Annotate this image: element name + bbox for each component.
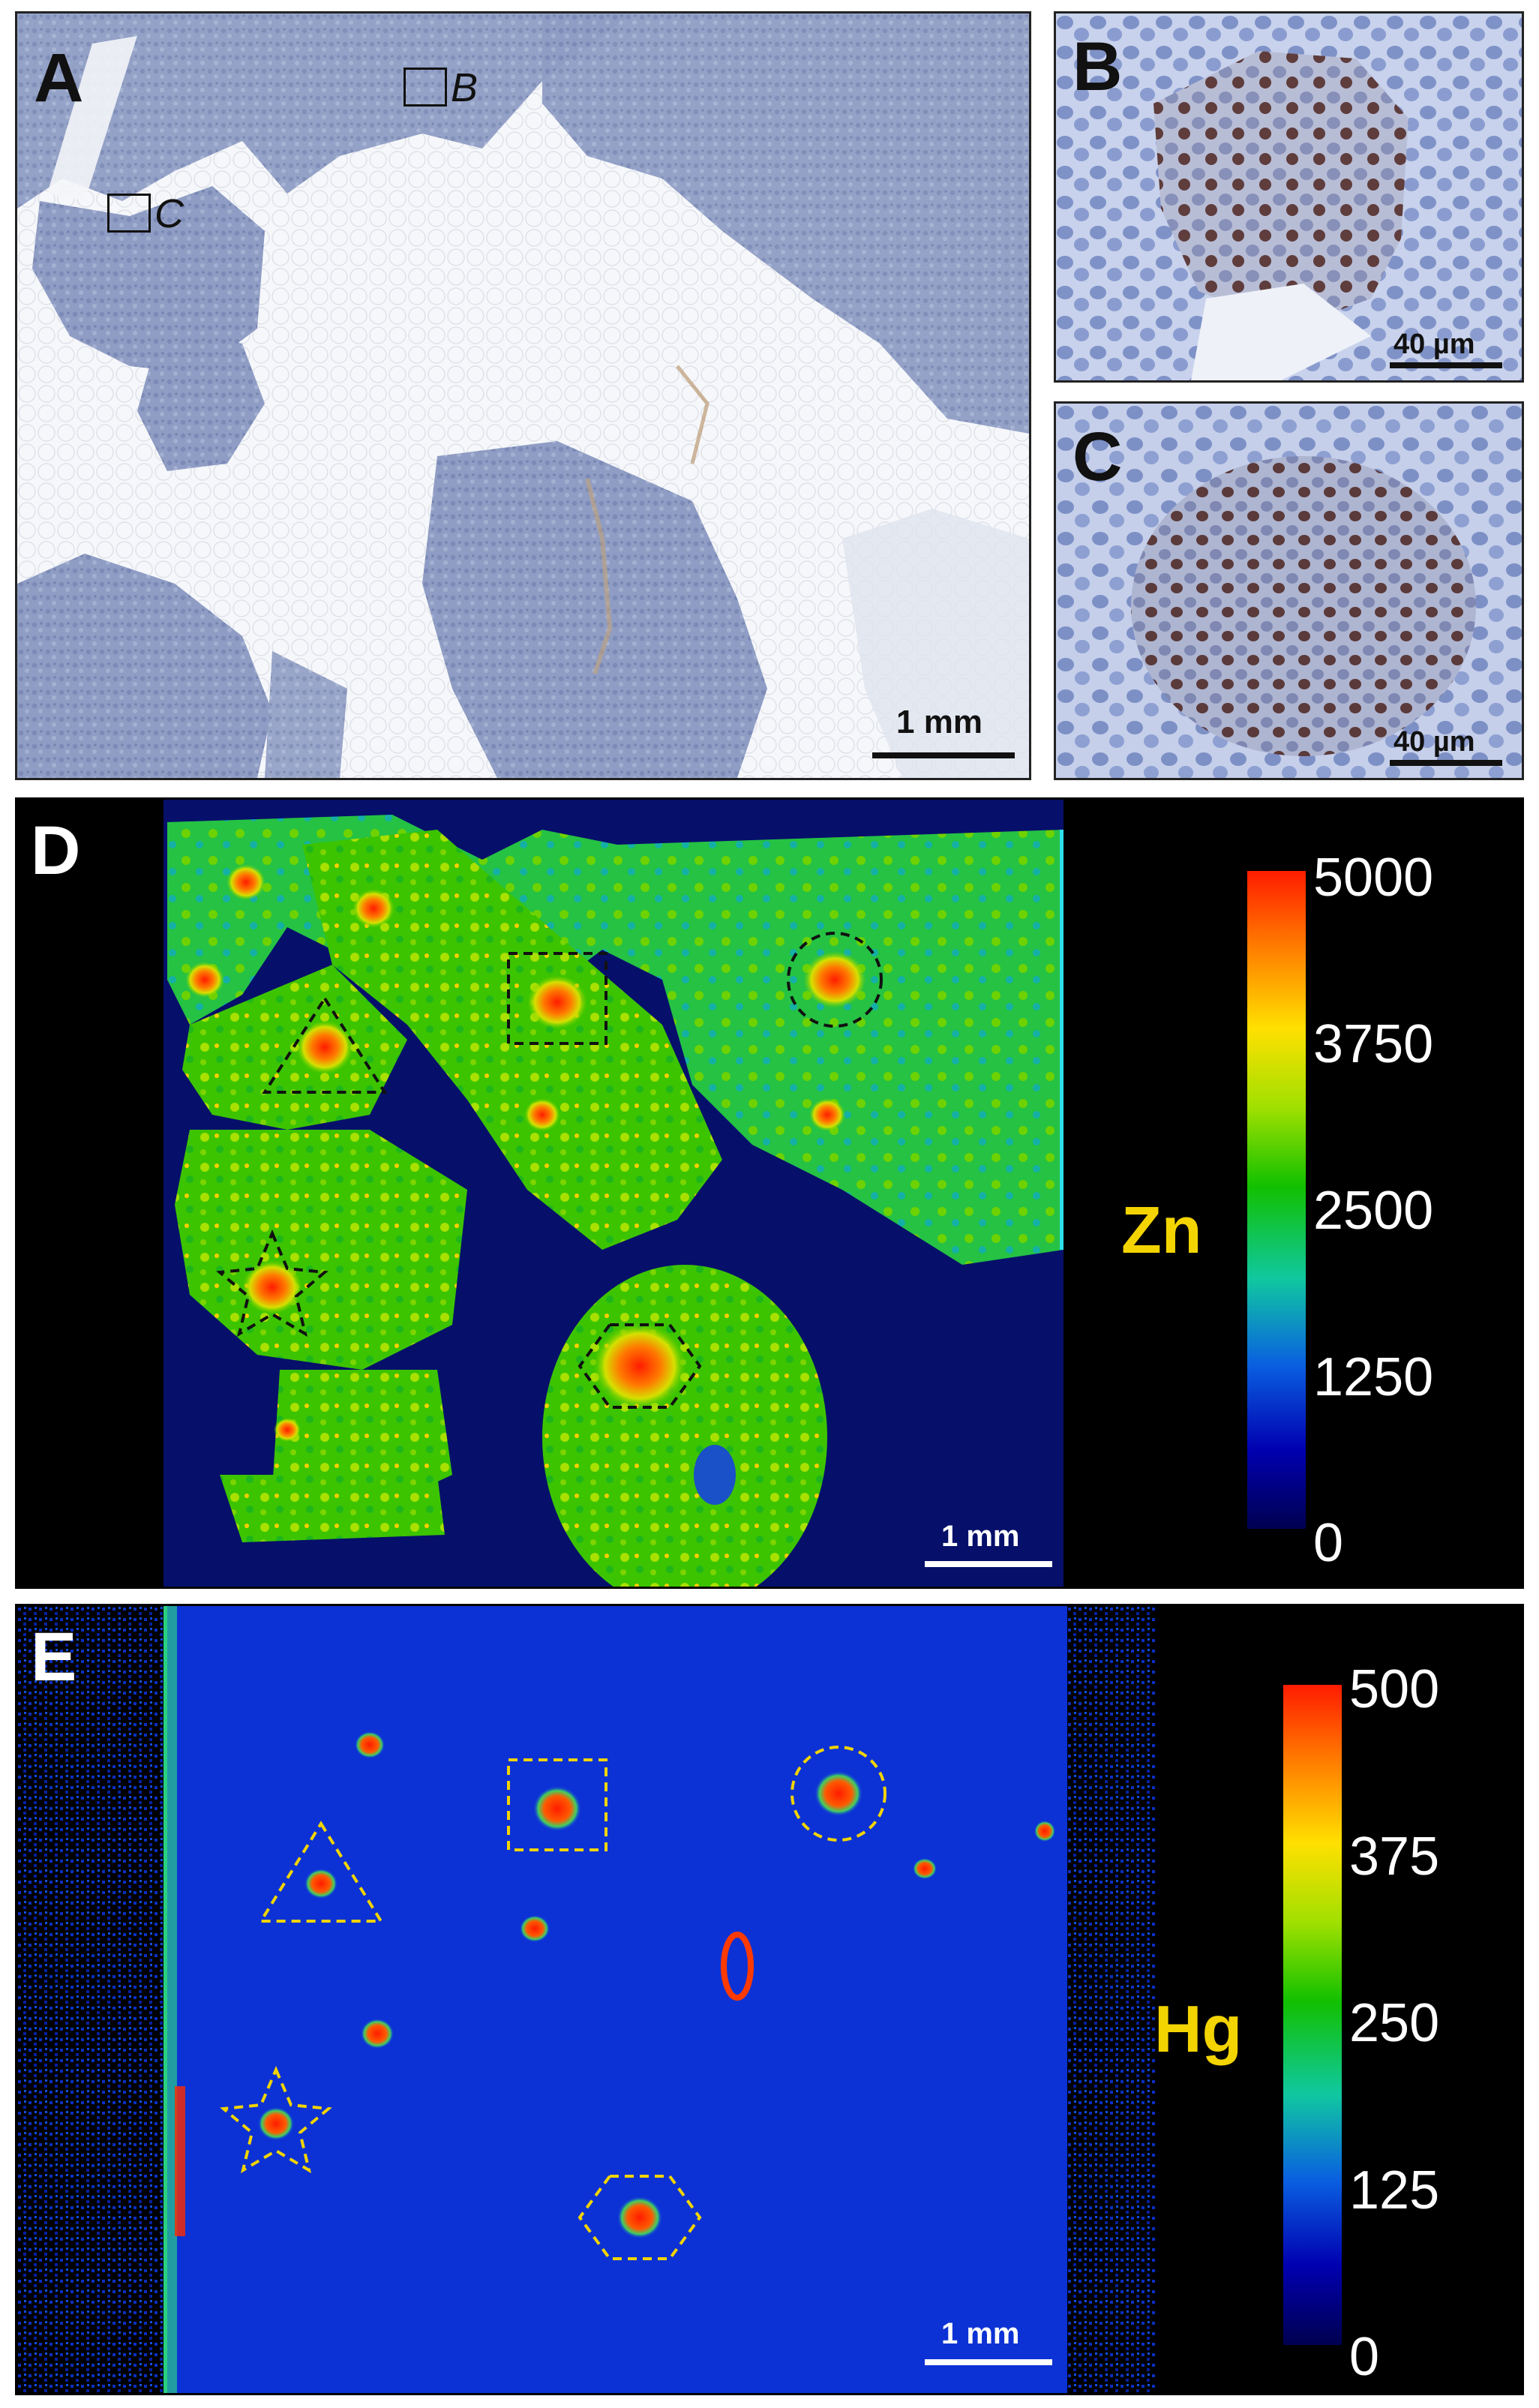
scale-bar-e: [925, 2359, 1052, 2365]
colorbar-d: [1247, 871, 1306, 1529]
islet-b-image: [1056, 14, 1522, 380]
element-label-hg: Hg: [1154, 1992, 1243, 2066]
pancreas-section-image: [17, 14, 1029, 778]
panel-b-islet-closeup: B 40 µm: [1054, 11, 1524, 383]
panel-letter-a: A: [34, 40, 84, 116]
panel-letter-c: C: [1072, 419, 1123, 495]
roi-markers-d: [216, 932, 883, 1409]
panel-a-histology-overview: A B C 1 mm: [15, 11, 1031, 780]
colorbar-d-tick-4: 0: [1313, 1513, 1344, 1573]
panel-e-hg-map: E 1 mm Hg 500 375 250 125 0: [15, 1604, 1524, 2395]
roi-label-c: C: [154, 191, 184, 236]
panel-letter-e: E: [31, 1619, 77, 1695]
colorbar-e-tick-3: 125: [1349, 2160, 1440, 2220]
scale-label-a: 1 mm: [896, 704, 982, 740]
colorbar-d-tick-3: 1250: [1313, 1347, 1434, 1407]
roi-box-c: [107, 194, 151, 233]
scale-label-d: 1 mm: [941, 1520, 1020, 1553]
scale-bar-b: [1390, 362, 1502, 368]
scale-bar-c: [1390, 760, 1502, 766]
colorbar-d-tick-0: 5000: [1313, 848, 1434, 908]
scale-bar-a: [872, 752, 1015, 758]
panel-c-islet-closeup: C 40 µm: [1054, 401, 1524, 780]
colorbar-d-tick-1: 3750: [1313, 1014, 1434, 1074]
colorbar-e: [1283, 1685, 1342, 2345]
zn-elemental-map: [164, 800, 1064, 1587]
roi-box-b: [404, 68, 447, 107]
element-label-zn: Zn: [1121, 1193, 1202, 1267]
colorbar-e-tick-4: 0: [1349, 2327, 1380, 2387]
scale-label-b: 40 µm: [1394, 329, 1475, 360]
colorbar-d-tick-2: 2500: [1313, 1181, 1434, 1241]
scale-label-e: 1 mm: [941, 2317, 1020, 2350]
colorbar-e-tick-0: 500: [1349, 1659, 1440, 1719]
panel-letter-b: B: [1072, 29, 1123, 105]
scale-bar-d: [925, 1561, 1052, 1567]
panel-d-zn-map: D 1 mm Zn 5000 3750 2500 1250 0: [15, 797, 1524, 1589]
roi-label-b: B: [451, 65, 478, 110]
colorbar-e-tick-2: 250: [1349, 1993, 1440, 2053]
islet-c-image: [1056, 404, 1522, 778]
colorbar-e-tick-1: 375: [1349, 1827, 1440, 1887]
scale-label-c: 40 µm: [1394, 726, 1475, 758]
roi-markers-e: [220, 1746, 886, 2260]
panel-letter-d: D: [31, 812, 81, 889]
hg-elemental-map: [17, 1606, 1157, 2393]
